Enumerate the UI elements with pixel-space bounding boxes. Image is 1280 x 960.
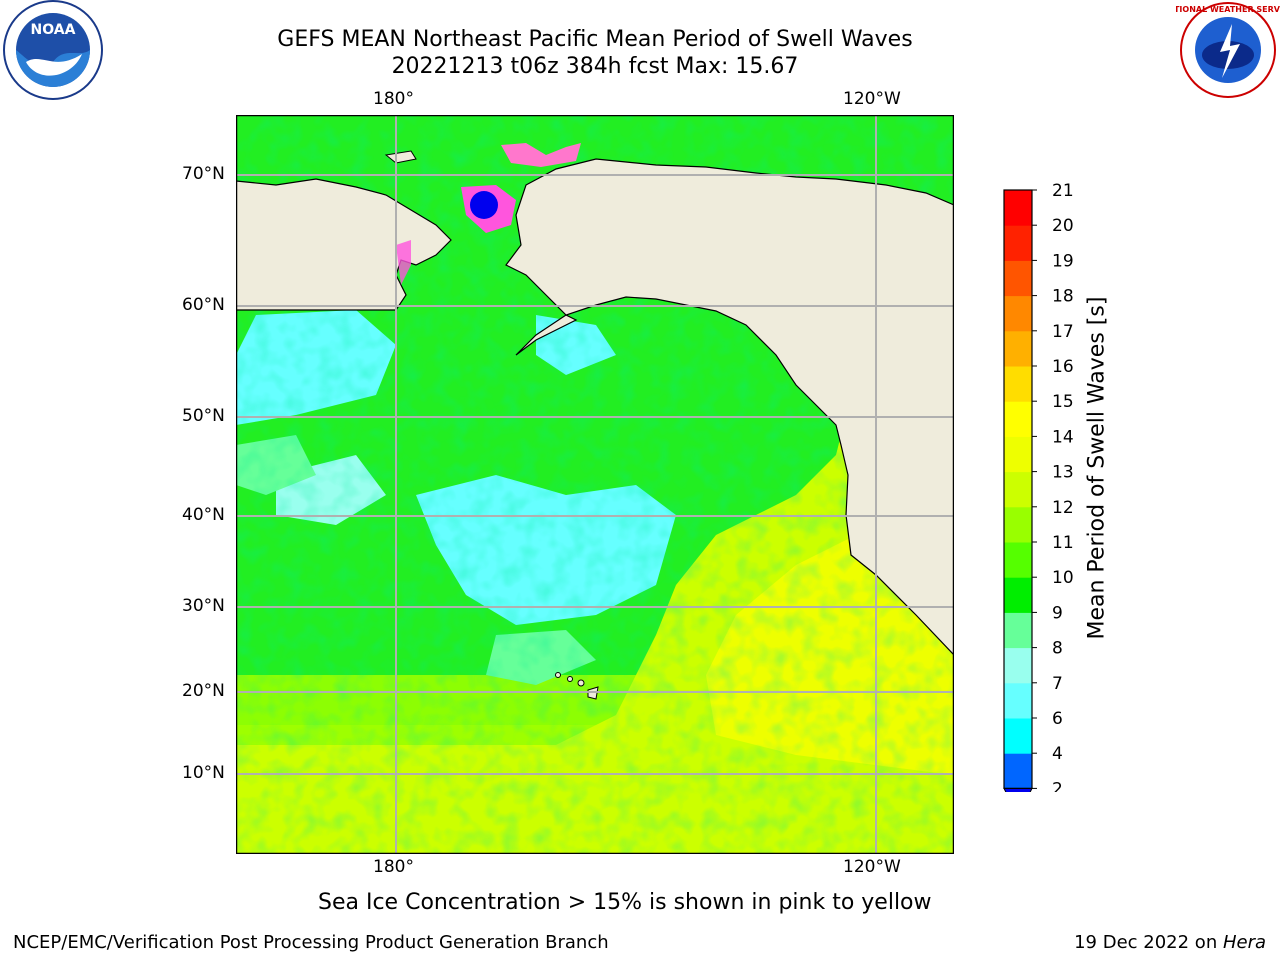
colorbar-segment — [1004, 506, 1032, 543]
colorbar-tick-label: 9 — [1052, 603, 1063, 623]
map-frame — [236, 115, 954, 854]
lat-tick-50n: 50°N — [182, 406, 225, 426]
lon-tick-top-120w: 120°W — [843, 89, 901, 109]
colorbar-tick-label: 8 — [1052, 639, 1063, 659]
colorbar-segment — [1004, 260, 1032, 297]
colorbar-segment — [1004, 647, 1032, 684]
colorbar-tick-label: 19 — [1052, 251, 1074, 271]
nws-logo: NATIONAL WEATHER SERVICE — [1176, 2, 1280, 98]
sea-ice-chukchi — [501, 143, 581, 167]
land-north-america — [236, 115, 954, 656]
lat-tick-40n: 40°N — [182, 505, 225, 525]
colorbar-tick-label: 14 — [1052, 427, 1074, 447]
colorbar-tick-label: 17 — [1052, 322, 1074, 342]
lon-tick-top-180: 180° — [373, 89, 414, 109]
colorbar-outline — [1003, 189, 1033, 790]
footer-host: Hera — [1222, 932, 1266, 953]
colorbar-tick-label: 16 — [1052, 357, 1074, 377]
svg-text:NATIONAL WEATHER SERVICE: NATIONAL WEATHER SERVICE — [1176, 5, 1280, 14]
colorbar-tick-label: 12 — [1052, 498, 1074, 518]
footer-date: 19 Dec 2022 on Hera — [1074, 932, 1266, 953]
colorbar-tick-label: 20 — [1052, 216, 1074, 236]
lat-tick-60n: 60°N — [182, 295, 225, 315]
lat-tick-20n: 20°N — [182, 681, 225, 701]
colorbar-segment — [1004, 190, 1032, 226]
colorbar: 2 4 6 7 8 9 10 11 12 13 14 15 16 17 18 19 20 21 — [1003, 182, 1074, 792]
colorbar-segment — [1004, 542, 1032, 578]
sea-ice-note: Sea Ice Concentration > 15% is shown in … — [318, 890, 932, 915]
colorbar-segment — [1004, 471, 1032, 508]
colorbar-tick-label: 11 — [1052, 533, 1074, 553]
svg-text:NOAA: NOAA — [31, 22, 76, 38]
colorbar-tick-label: 6 — [1052, 709, 1063, 729]
chart-subtitle: 20221213 t06z 384h fcst Max: 15.67 — [391, 54, 799, 79]
colorbar-tick-label: 4 — [1052, 744, 1063, 764]
swell-period-map — [236, 115, 954, 854]
colorbar-segment — [1004, 718, 1032, 754]
colorbar-tick-label: 13 — [1052, 463, 1074, 483]
lat-tick-10n: 10°N — [182, 763, 225, 783]
colorbar-label: Mean Period of Swell Waves [s] — [1084, 296, 1110, 640]
lon-tick-bottom-120w: 120°W — [843, 857, 901, 877]
colorbar-tick-label: 21 — [1052, 182, 1074, 201]
colorbar-tick-label: 10 — [1052, 568, 1074, 588]
colorbar-segment — [1004, 401, 1032, 437]
noaa-logo: NOAA — [3, 0, 103, 100]
colorbar-tick-label: 18 — [1052, 287, 1074, 307]
colorbar-segment — [1004, 436, 1032, 473]
footer-branch: NCEP/EMC/Verification Post Processing Pr… — [13, 932, 609, 953]
colorbar-segment — [1004, 330, 1032, 367]
colorbar-tick-label: 15 — [1052, 392, 1074, 412]
colorbar-segment — [1004, 295, 1032, 332]
map-gridlines — [236, 115, 954, 854]
colorbar-segment — [1004, 225, 1032, 261]
colorbar-segment — [1004, 753, 1032, 789]
colorbar-tick-label: 7 — [1052, 674, 1063, 694]
land-siberia — [236, 115, 452, 311]
lat-tick-30n: 30°N — [182, 596, 225, 616]
colorbar-segment — [1004, 612, 1032, 649]
sea-ice-core — [470, 191, 498, 219]
lon-tick-bottom-180: 180° — [373, 857, 414, 877]
colorbar-segment — [1004, 577, 1032, 613]
colorbar-tick-label: 2 — [1052, 779, 1063, 792]
chart-title: GEFS MEAN Northeast Pacific Mean Period … — [277, 27, 913, 52]
colorbar-segment — [1004, 366, 1032, 402]
lat-tick-70n: 70°N — [182, 164, 225, 184]
colorbar-segment — [1004, 682, 1032, 719]
footer-date-text: 19 Dec 2022 on — [1074, 932, 1223, 953]
